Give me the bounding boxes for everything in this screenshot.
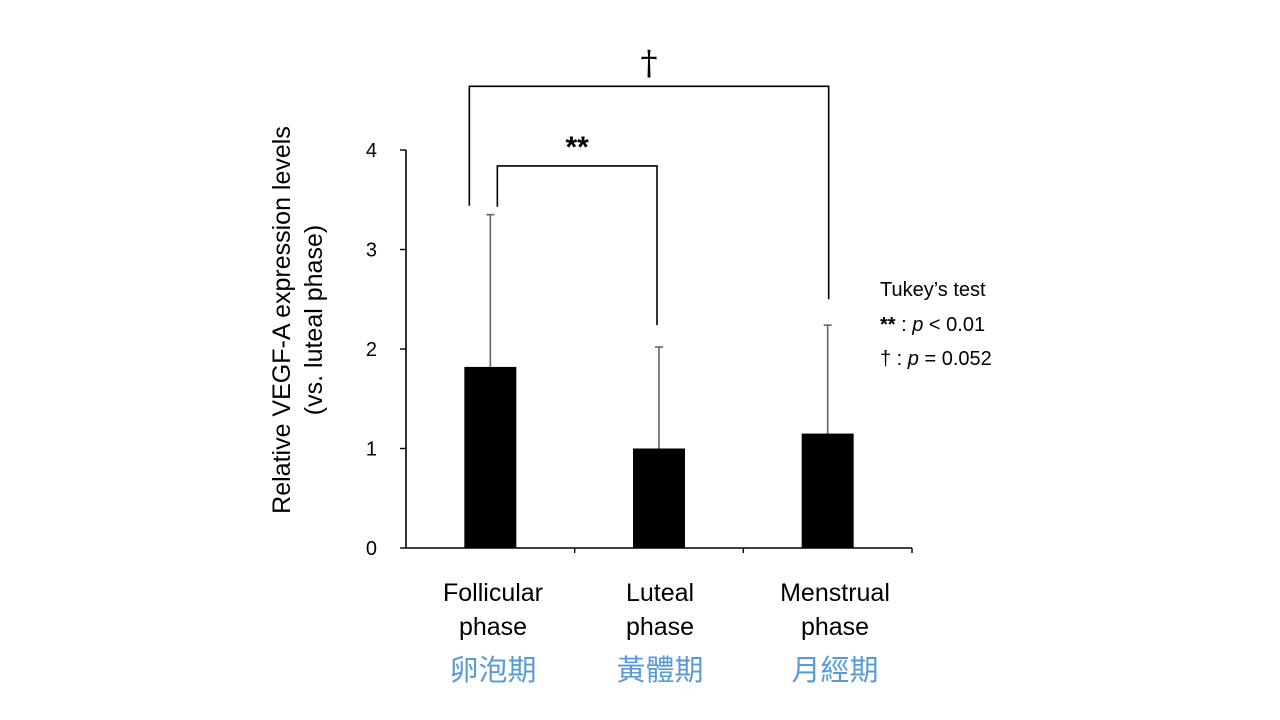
legend-item: † : p = 0.052 bbox=[880, 348, 992, 370]
significance-label: † bbox=[641, 43, 658, 83]
legend-threshold: < 0.01 bbox=[923, 314, 985, 336]
y-axis-label: Relative VEGF-A expression levels (vs. lu… bbox=[268, 126, 328, 514]
legend-separator: : bbox=[891, 348, 908, 370]
chart-error-bars bbox=[486, 213, 832, 449]
legend-title: Tukey’s test bbox=[880, 279, 986, 301]
y-tick-label: 3 bbox=[366, 240, 377, 262]
y-axis-label-line: Relative VEGF-A expression levels bbox=[268, 126, 296, 514]
y-tick-label: 4 bbox=[366, 140, 377, 162]
y-tick-label: 0 bbox=[366, 538, 377, 560]
legend-threshold: = 0.052 bbox=[919, 348, 992, 370]
category-labels: Follicular phase 卵泡期 Luteal phase 黃體期 Menstrua… bbox=[443, 579, 890, 687]
y-tick-label: 2 bbox=[366, 339, 377, 361]
legend-item: ** : p < 0.01 bbox=[880, 314, 985, 336]
significance-brackets: ** † bbox=[468, 43, 830, 326]
y-tick-label: 1 bbox=[366, 439, 377, 461]
category-sublabel: 卵泡期 bbox=[449, 653, 536, 687]
category-sublabel: 月經期 bbox=[791, 653, 878, 687]
legend-p-symbol: p bbox=[911, 314, 923, 336]
bar bbox=[633, 448, 685, 548]
category-label: phase bbox=[459, 613, 527, 641]
legend: Tukey’s test ** : p < 0.01 † : p = 0.052 bbox=[880, 279, 992, 370]
category-label: Menstrual bbox=[780, 579, 890, 607]
y-axis-label-line: (vs. luteal phase) bbox=[300, 225, 328, 415]
category-label: Follicular bbox=[443, 579, 543, 607]
legend-p-symbol: p bbox=[907, 348, 919, 370]
legend-separator: : bbox=[896, 314, 913, 336]
legend-symbol: ** bbox=[880, 314, 896, 336]
significance-bracket bbox=[496, 165, 658, 326]
chart-bars bbox=[464, 366, 854, 548]
bar bbox=[801, 433, 854, 548]
y-tick-labels: 0 1 2 3 4 bbox=[366, 140, 377, 560]
category-label: Luteal bbox=[626, 579, 694, 607]
significance-bracket bbox=[468, 85, 830, 300]
legend-symbol: † bbox=[880, 348, 891, 370]
category-label: phase bbox=[626, 613, 694, 641]
category-label: phase bbox=[801, 613, 869, 641]
category-sublabel: 黃體期 bbox=[616, 653, 703, 687]
significance-label: ** bbox=[565, 131, 589, 164]
bar bbox=[464, 366, 517, 548]
